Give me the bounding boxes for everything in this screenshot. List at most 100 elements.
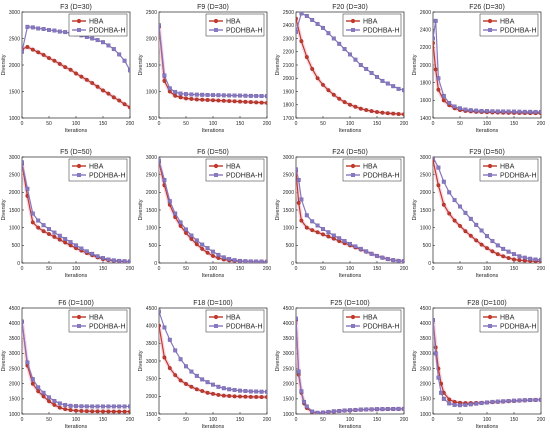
legend-label-pddhba-h: PDDHBA-H [226, 27, 263, 34]
x-tick-label: 200 [263, 266, 272, 272]
legend: HBA PDDHBA-H [342, 158, 402, 182]
y-tick-label: 2100 [283, 63, 294, 69]
legend-marker-pddhba-h [77, 28, 81, 32]
y-tick-label: 3500 [9, 336, 20, 342]
pddhba-h-point [447, 190, 452, 195]
x-tick-label: 200 [537, 121, 546, 127]
hba-point [315, 230, 320, 235]
pddhba-h-point [342, 47, 347, 52]
pddhba-h-point [30, 377, 35, 382]
hba-point [452, 218, 457, 223]
legend-label-hba: HBA [226, 163, 241, 170]
pddhba-h-point [232, 93, 237, 98]
pddhba-h-point [533, 109, 538, 114]
pddhba-h-point [369, 71, 374, 75]
y-axis-label: Diversity [275, 350, 281, 371]
y-tick-label: 1000 [9, 116, 20, 122]
pddhba-h-point [57, 401, 62, 406]
y-tick-label: 1000 [420, 225, 431, 231]
pddhba-h-point [111, 258, 116, 263]
hba-point [463, 229, 468, 234]
x-tick-label: 200 [537, 417, 546, 423]
x-axis-label: Iterations [202, 273, 225, 279]
hba-point [189, 237, 194, 241]
pddhba-h-point [265, 259, 267, 263]
y-tick-label: 2000 [9, 382, 20, 388]
pddhba-h-point [321, 410, 325, 414]
pddhba-h-point [159, 309, 161, 314]
y-tick-label: 2000 [9, 63, 20, 69]
x-tick-label: 50 [183, 417, 189, 423]
pddhba-h-point [458, 204, 462, 209]
hba-point [52, 402, 57, 407]
pddhba-h-point [517, 254, 522, 259]
pddhba-h-point [36, 26, 41, 31]
hba-point [391, 111, 396, 116]
pddhba-h-point [189, 92, 194, 97]
hba-point [74, 408, 78, 413]
x-tick-label: 0 [21, 417, 24, 423]
pddhba-h-point [441, 396, 446, 401]
pddhba-h-point [463, 402, 468, 407]
hba-point [52, 58, 57, 63]
x-tick-label: 0 [295, 266, 298, 272]
hba-point [321, 82, 325, 87]
legend: HBA PDDHBA-H [68, 158, 128, 182]
hba-point [106, 91, 111, 96]
hba-point [68, 67, 73, 72]
hba-point [111, 409, 116, 414]
pddhba-h-point [468, 402, 473, 407]
hba-point [238, 394, 242, 399]
y-tick-label: 0 [291, 261, 294, 267]
y-tick-label: 2400 [283, 23, 294, 29]
hba-point [216, 392, 221, 397]
pddhba-h-point [47, 28, 51, 32]
x-tick-label: 50 [46, 121, 52, 127]
pddhba-h-point [433, 36, 435, 41]
x-tick-label: 100 [483, 266, 492, 272]
chart-panel-12: F28 (D=100) 0 50 100 150 200 1000 1500 2000 2500 3… [412, 300, 545, 430]
y-tick-label: 4500 [146, 306, 157, 312]
hba-point [385, 111, 390, 116]
y-tick-label: 2000 [146, 36, 157, 42]
pddhba-h-point [528, 398, 533, 403]
legend-label-pddhba-h: PDDHBA-H [363, 27, 400, 34]
x-tick-label: 0 [158, 417, 161, 423]
hba-point [299, 39, 304, 44]
legend-marker-hba [487, 314, 493, 320]
legend-marker-hba [213, 314, 219, 320]
y-axis-label: Diversity [412, 350, 418, 371]
pddhba-h-point [68, 240, 73, 245]
legend-marker-pddhba-h [214, 324, 218, 328]
pddhba-h-point [52, 230, 57, 235]
chart-panel-1: F3 (D=30) 0 50 100 150 200 1000 1500 2000 2500 300… [1, 4, 134, 134]
pddhba-h-point [74, 404, 78, 409]
y-tick-label: 1500 [146, 208, 157, 214]
y-tick-label: 1000 [420, 412, 431, 418]
y-tick-label: 3000 [9, 155, 20, 161]
pddhba-h-point [348, 408, 352, 413]
pddhba-h-point [101, 404, 105, 409]
pddhba-h-point [522, 398, 527, 403]
pddhba-h-point [479, 108, 484, 113]
hba-point [447, 397, 452, 402]
pddhba-h-point [47, 227, 51, 232]
x-axis-label: Iterations [476, 424, 499, 430]
plot-area [296, 167, 404, 263]
y-tick-label: 0 [154, 261, 157, 267]
hba-point [36, 225, 41, 230]
hba-point [331, 92, 336, 97]
pddhba-h-point [447, 101, 452, 105]
pddhba-h-point [402, 406, 404, 411]
hba-point [221, 98, 226, 103]
pddhba-h-point [326, 31, 331, 36]
y-tick-label: 3500 [283, 336, 294, 342]
plot-area [433, 318, 541, 408]
legend-marker-pddhba-h [488, 324, 492, 328]
hba-point [433, 67, 438, 72]
x-tick-label: 150 [510, 266, 519, 272]
pddhba-h-point [436, 165, 441, 170]
y-tick-label: 0 [428, 261, 431, 267]
legend-marker-hba [76, 314, 82, 320]
hba-point [162, 355, 167, 360]
